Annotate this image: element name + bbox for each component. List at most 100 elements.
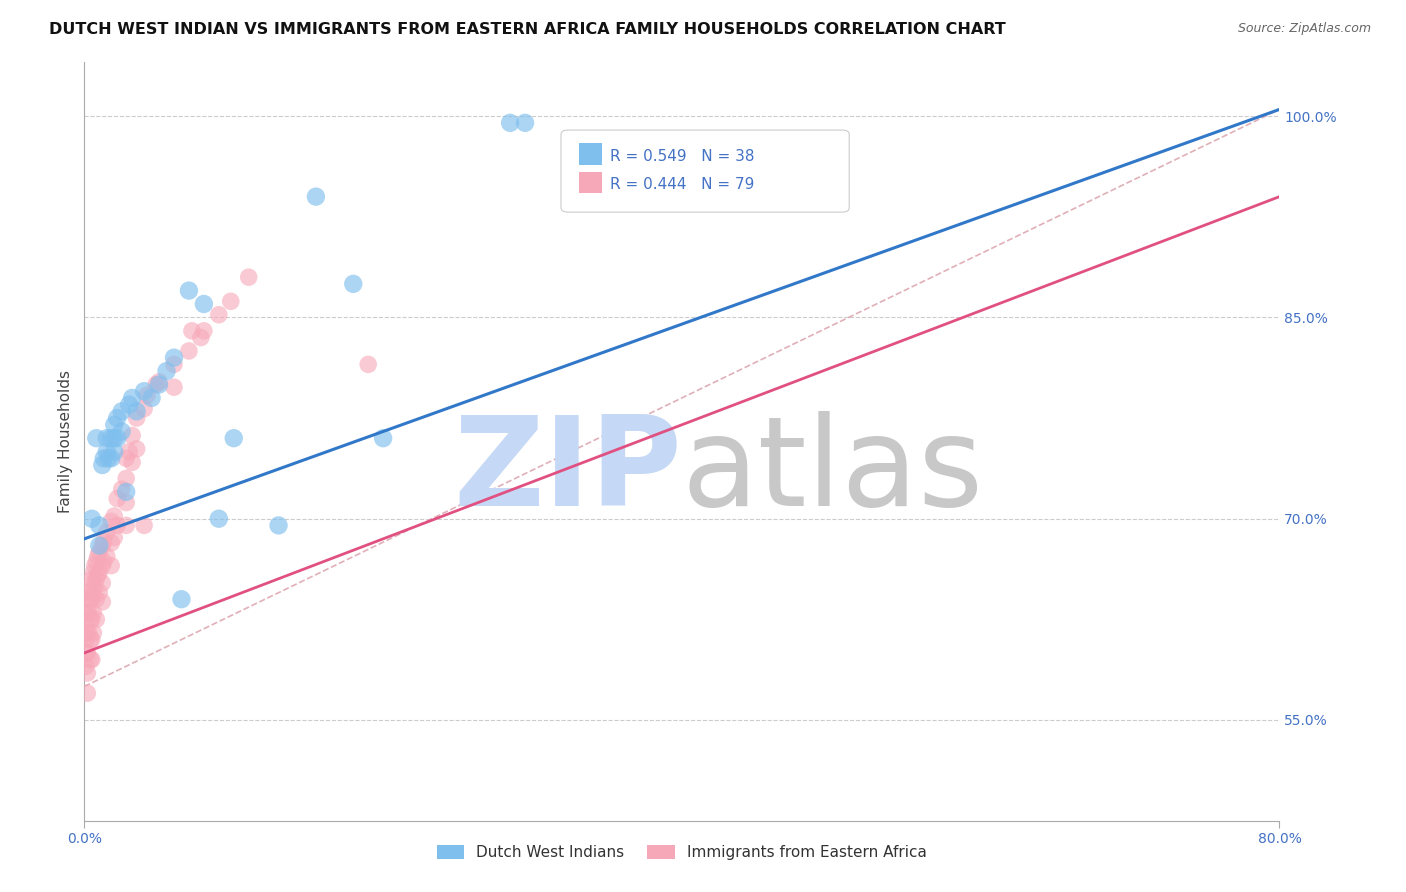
Point: [79, 612, 101, 626]
Point: [103, 417, 125, 432]
Point: [76, 646, 98, 660]
Point: [190, 330, 212, 344]
Point: [111, 482, 134, 496]
Point: [121, 455, 143, 469]
Point: [96, 525, 118, 540]
Point: [100, 558, 122, 573]
Point: [219, 294, 242, 309]
Point: [91, 576, 114, 591]
Point: [105, 491, 128, 506]
Point: [115, 518, 138, 533]
Point: [91, 558, 114, 573]
Point: [513, 116, 536, 130]
Point: [125, 411, 148, 425]
Point: [208, 512, 231, 526]
Point: [97, 451, 120, 466]
Point: [87, 568, 110, 582]
Point: [115, 484, 138, 499]
Point: [75, 606, 97, 620]
Point: [80, 612, 103, 626]
Point: [96, 444, 118, 458]
Point: [75, 646, 97, 660]
Point: [75, 659, 97, 673]
Point: [305, 189, 328, 203]
Point: [111, 425, 134, 439]
Point: [208, 308, 231, 322]
Point: [103, 508, 125, 523]
Point: [125, 404, 148, 418]
Point: [103, 431, 125, 445]
Point: [79, 579, 101, 593]
Point: [121, 428, 143, 442]
Point: [91, 539, 114, 553]
Point: [100, 431, 122, 445]
Point: [132, 384, 156, 399]
Point: [177, 284, 200, 298]
Point: [100, 451, 122, 466]
Point: [89, 518, 111, 533]
Text: R = 0.444   N = 79: R = 0.444 N = 79: [610, 178, 755, 193]
Point: [80, 652, 103, 666]
Point: [96, 549, 118, 564]
Point: [77, 625, 100, 640]
Point: [163, 380, 186, 394]
Legend: Dutch West Indians, Immigrants from Eastern Africa: Dutch West Indians, Immigrants from East…: [430, 838, 934, 866]
Point: [111, 404, 134, 418]
Point: [118, 398, 141, 412]
Point: [163, 357, 186, 371]
Point: [267, 518, 290, 533]
Point: [136, 388, 159, 402]
Point: [357, 357, 380, 371]
Point: [77, 585, 100, 599]
Text: Source: ZipAtlas.com: Source: ZipAtlas.com: [1237, 22, 1371, 36]
Point: [141, 391, 163, 405]
Text: R = 0.549   N = 38: R = 0.549 N = 38: [610, 149, 755, 164]
Point: [79, 652, 101, 666]
Point: [89, 539, 111, 553]
Point: [373, 431, 395, 445]
Point: [222, 431, 245, 445]
Point: [75, 619, 97, 633]
Point: [170, 592, 193, 607]
Point: [80, 512, 103, 526]
Point: [82, 585, 104, 599]
Point: [86, 431, 108, 445]
Point: [163, 351, 186, 365]
Point: [87, 549, 110, 564]
Point: [76, 592, 98, 607]
Point: [103, 531, 125, 545]
Point: [76, 666, 98, 681]
Point: [132, 518, 156, 533]
Point: [86, 612, 108, 626]
Point: [76, 686, 98, 700]
Point: [79, 632, 101, 647]
Text: atlas: atlas: [682, 411, 984, 533]
Point: [132, 401, 156, 416]
Point: [100, 536, 122, 550]
Point: [86, 592, 108, 607]
Point: [79, 592, 101, 607]
Point: [93, 534, 115, 549]
Point: [80, 632, 103, 647]
Point: [89, 545, 111, 559]
Point: [125, 442, 148, 456]
Point: [89, 585, 111, 599]
Point: [93, 555, 115, 569]
Point: [100, 515, 122, 529]
Point: [118, 444, 141, 458]
Point: [238, 270, 260, 285]
Point: [82, 606, 104, 620]
Point: [103, 444, 125, 458]
Point: [76, 606, 98, 620]
Point: [193, 324, 215, 338]
Point: [105, 431, 128, 445]
Point: [76, 625, 98, 640]
Y-axis label: Family Households: Family Households: [58, 370, 73, 513]
Point: [342, 277, 364, 291]
Point: [86, 572, 108, 586]
Point: [115, 471, 138, 485]
Point: [77, 606, 100, 620]
Point: [82, 566, 104, 580]
Point: [91, 458, 114, 472]
Point: [177, 343, 200, 358]
